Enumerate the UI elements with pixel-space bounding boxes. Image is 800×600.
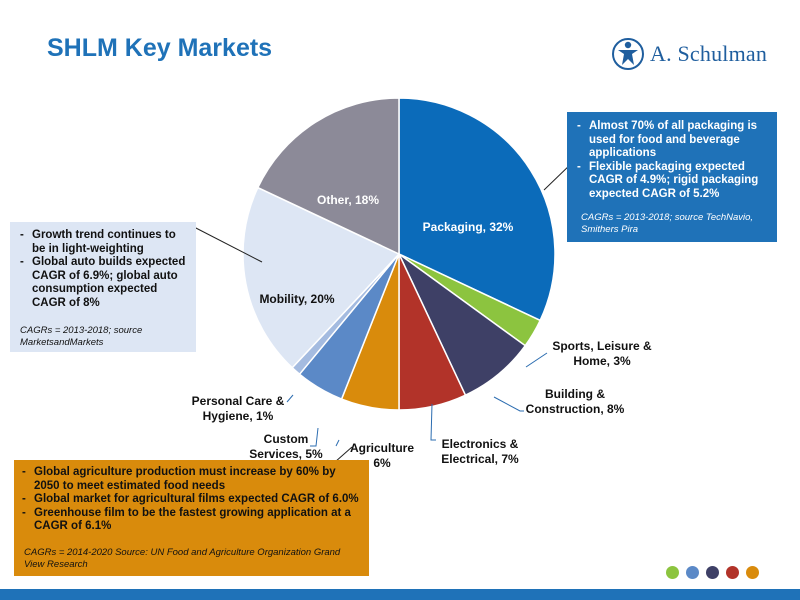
packaging-source: CAGRs = 2013-2018; source TechNavio, Smi… (581, 212, 754, 235)
slice-label-other: Other, 18% (317, 193, 379, 207)
decorative-dot (706, 566, 719, 579)
packaging-callout: Almost 70% of all packaging is used for … (567, 112, 777, 242)
agriculture-bullet: Global market for agricultural films exp… (20, 493, 359, 507)
slice-labels: Packaging, 32% Sports, Leisure & Home, 3% B… (192, 193, 652, 470)
leader-electronics (430, 403, 436, 441)
slice-label-agriculture: Agriculture 6% (350, 441, 414, 470)
slice-label-mobility: Mobility, 20% (259, 292, 334, 306)
pie-slice-packaging (398, 97, 556, 322)
logo-text: A. Schulman (650, 41, 768, 66)
mobility-bullet: Global auto builds expected CAGR of 6.9%… (18, 256, 190, 310)
packaging-bullet: Almost 70% of all packaging is used for … (575, 120, 769, 161)
page-title: SHLM Key Markets (47, 34, 273, 62)
packaging-bullet: Flexible packaging expected CAGR of 4.9%… (575, 161, 769, 202)
slice-label-personal-care-hygiene: Personal Care & Hygiene, 1% (192, 394, 285, 423)
leader-building (493, 396, 524, 412)
pie-slices (242, 97, 556, 411)
decorative-dot (686, 566, 699, 579)
agriculture-bullet: Global agriculture production must incre… (20, 466, 359, 493)
slice-label-sports-leisure-home: Sports, Leisure & Home, 3% (552, 339, 652, 368)
decorative-dot (746, 566, 759, 579)
leader-agriculture (335, 439, 340, 447)
company-logo: A. Schulman (612, 34, 767, 74)
slice-label-custom-services: Custom Services, 5% (249, 432, 323, 461)
leader-mobility-callout (191, 225, 263, 263)
footer-bar (0, 589, 800, 600)
leader-agriculture-callout (334, 446, 353, 463)
decorative-dot (666, 566, 679, 579)
agriculture-source: CAGRs = 2014-2020 Source: UN Food and Ag… (24, 546, 341, 570)
leader-custom (310, 427, 319, 447)
leader-lines (191, 161, 574, 463)
agriculture-bullet: Greenhouse film to be the fastest growin… (20, 507, 359, 534)
slice-label-packaging: Packaging, 32% (423, 220, 514, 234)
decorative-dots (666, 566, 759, 579)
logo-figure-icon (612, 38, 644, 70)
leader-sports (525, 352, 548, 368)
mobility-callout: Growth trend continues to be in light-we… (10, 222, 196, 352)
agriculture-callout: Global agriculture production must incre… (14, 460, 369, 576)
leader-personal (286, 394, 294, 403)
slice-label-electronics-electrical: Electronics & Electrical, 7% (441, 437, 519, 466)
decorative-dot (726, 566, 739, 579)
pie-slice-other (256, 97, 400, 256)
slice-label-building-construction: Building & Construction, 8% (526, 387, 625, 416)
mobility-source: CAGRs = 2013-2018; source MarketsandMark… (20, 325, 143, 348)
pie-slice-mobility (242, 186, 401, 369)
mobility-bullet: Growth trend continues to be in light-we… (18, 229, 190, 256)
